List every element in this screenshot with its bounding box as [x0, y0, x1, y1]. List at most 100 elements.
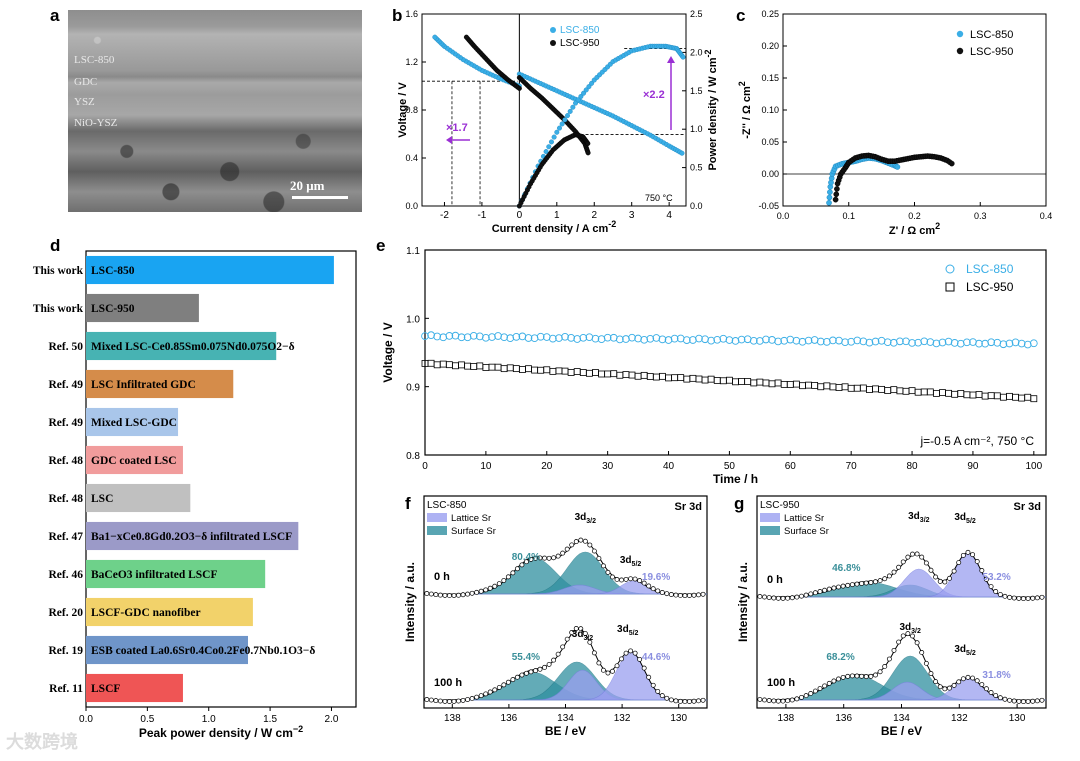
e-point-950: [786, 381, 794, 388]
d-bar-label: LSC Infiltrated GDC: [91, 379, 196, 391]
e-point-850: [804, 336, 813, 345]
gf-point: [474, 589, 480, 595]
b-ytick-label: 0.0: [405, 201, 418, 211]
gg-xtick-label: 132: [951, 713, 968, 724]
e-point-950: [914, 388, 922, 396]
gf-point: [573, 539, 579, 545]
e-point-950: [598, 370, 605, 378]
b-annot-1: ×1.7: [446, 122, 468, 134]
b-point: [559, 121, 565, 127]
gg-point: [905, 554, 911, 560]
gg-point: [965, 549, 971, 555]
e-point-850: [877, 336, 886, 345]
gg-point: [1034, 595, 1040, 601]
gg-point: [785, 595, 791, 601]
gf-point: [551, 657, 557, 663]
e-point-950: [890, 386, 898, 394]
e-point-950: [494, 363, 502, 371]
e-point-850: [536, 332, 545, 341]
gf-point: [650, 682, 656, 688]
e-point-850: [829, 336, 837, 345]
gf-point: [619, 656, 624, 662]
gf-xtick-label: 130: [670, 713, 687, 724]
gf-point: [460, 697, 466, 703]
e-point-850: [792, 336, 801, 345]
gg-point: [808, 591, 814, 597]
d-bar-label: LSCF-GDC nanofiber: [91, 607, 201, 619]
b-legend-marker-950: [550, 40, 556, 46]
d-bar: [86, 597, 253, 627]
gf-point: [596, 555, 602, 561]
gg-point: [891, 569, 897, 575]
e-point-950: [464, 362, 472, 370]
b-xlabel: Current density / A cm-2: [492, 219, 617, 235]
c-ytick-label: 0.00: [761, 169, 779, 179]
gf-point: [442, 592, 448, 598]
e-point-950: [817, 383, 825, 391]
c-ytick-label: 0.20: [761, 41, 779, 51]
d-bar: [86, 407, 179, 437]
sem-label-gdc: GDC: [74, 76, 98, 88]
chart-d: This work LSC-850 This work LSC-950 Ref. 50 M…: [33, 250, 357, 740]
d-ref-label: Ref. 49: [49, 417, 84, 429]
c-point: [948, 160, 955, 167]
e-note: j=-0.5 A cm⁻², 750 °C: [919, 434, 1034, 448]
gg-point: [891, 647, 897, 653]
gg-point: [1011, 595, 1017, 601]
e-point-950: [792, 380, 800, 388]
gf-lattice-pct: 19.6%: [642, 572, 670, 583]
gg-point: [928, 567, 934, 573]
gf-point: [591, 650, 597, 656]
b-point: [463, 34, 469, 40]
gg-point: [849, 673, 855, 679]
e-point-950: [926, 388, 934, 396]
e-point-950: [799, 382, 806, 390]
e-point-850: [859, 337, 868, 346]
gf-point: [523, 559, 529, 565]
gg-point: [877, 578, 883, 584]
gg-lattice-pct: 53.2%: [982, 572, 1010, 583]
e-point-950: [470, 363, 478, 370]
e-point-850: [749, 336, 758, 345]
b-point: [679, 150, 685, 156]
c-point: [894, 164, 901, 170]
gf-point: [673, 592, 679, 598]
b-annot-2: ×2.2: [643, 89, 665, 101]
gf-point: [628, 648, 634, 654]
e-point-850: [512, 333, 521, 341]
gf-surface-pct: 55.4%: [512, 652, 540, 663]
b-point: [543, 149, 549, 155]
gg-point: [960, 552, 966, 558]
gg-point: [910, 551, 915, 557]
gg-label-3d52: 3d5/2: [954, 512, 976, 525]
c-frame: [782, 13, 1047, 207]
gg-point: [928, 671, 934, 676]
gg-point: [965, 674, 971, 680]
e-point-950: [872, 385, 879, 393]
gg-point: [937, 578, 943, 584]
gf-point: [569, 630, 575, 635]
e-point-850: [707, 336, 715, 345]
gf-xtick-label: 136: [501, 713, 518, 724]
c-legend-marker-950: [956, 47, 964, 55]
gg-point: [1034, 698, 1040, 704]
e-point-850: [579, 333, 588, 342]
gf-point: [696, 592, 701, 598]
e-point-950: [512, 365, 520, 373]
e-point-950: [500, 365, 508, 373]
gf-point: [447, 699, 452, 704]
e-point-850: [889, 338, 898, 347]
b-xtick-label: 4: [666, 210, 672, 221]
scale-bar: [292, 196, 348, 199]
b-point: [680, 54, 686, 60]
e-point-850: [463, 333, 472, 342]
d-bar-label: BaCeO3 infiltrated LSCF: [91, 569, 218, 581]
e-point-950: [561, 367, 569, 375]
b-y2tick-label: 2.0: [690, 47, 703, 57]
gf-legend-lattice-swatch: [427, 513, 447, 522]
e-point-950: [975, 391, 983, 398]
gf-point: [501, 682, 507, 688]
e-point-850: [591, 334, 600, 343]
e-point-950: [622, 371, 630, 379]
e-point-850: [475, 332, 484, 341]
